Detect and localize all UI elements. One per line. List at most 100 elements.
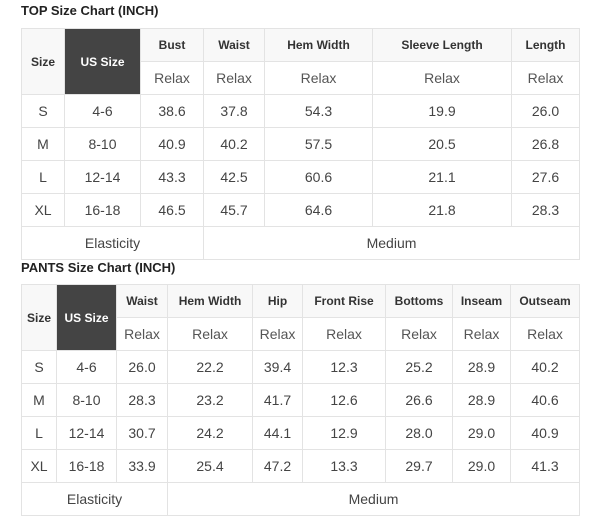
column-header: Sleeve Length [372, 28, 512, 62]
measurement-cell: 23.2 [167, 383, 253, 417]
us-size-cell: 4-6 [56, 350, 117, 384]
column-header: Hip [252, 284, 303, 318]
measurement-cell: 29.0 [452, 449, 511, 483]
column-header: Hem Width [264, 28, 373, 62]
measurement-cell: 28.3 [511, 193, 580, 227]
measurement-cell: 25.4 [167, 449, 253, 483]
relax-label: Relax [252, 317, 303, 351]
relax-label: Relax [510, 317, 580, 351]
relax-label: Relax [452, 317, 511, 351]
size-cell: L [21, 416, 57, 450]
table-row: L 12-14 43.3 42.5 60.6 21.1 27.6 [21, 160, 580, 194]
measurement-cell: 22.2 [167, 350, 253, 384]
elasticity-value: Medium [203, 226, 580, 260]
elasticity-label: Elasticity [21, 482, 168, 516]
measurement-cell: 54.3 [264, 94, 373, 128]
size-cell: L [21, 160, 65, 194]
subheader-row: Relax Relax Relax Relax Relax [22, 61, 580, 95]
size-cell: S [21, 94, 65, 128]
measurement-cell: 28.9 [452, 383, 511, 417]
measurement-cell: 39.4 [252, 350, 303, 384]
size-cell: XL [21, 193, 65, 227]
table-row: XL 16-18 46.5 45.7 64.6 21.8 28.3 [21, 193, 580, 227]
column-header: Waist [203, 28, 265, 62]
measurement-cell: 46.5 [140, 193, 204, 227]
measurement-cell: 45.7 [203, 193, 265, 227]
measurement-cell: 44.1 [252, 416, 303, 450]
relax-label: Relax [116, 317, 168, 351]
table-row: M 8-10 40.9 40.2 57.5 20.5 26.8 [21, 127, 580, 161]
measurement-cell: 19.9 [372, 94, 512, 128]
top-size-table: Size US Size Bust Waist Hem Width Sleeve Leng… [21, 28, 580, 260]
measurement-cell: 40.9 [140, 127, 204, 161]
measurement-cell: 33.9 [116, 449, 168, 483]
size-header: Size [21, 28, 65, 95]
measurement-cell: 57.5 [264, 127, 373, 161]
elasticity-row: Elasticity Medium [21, 482, 580, 516]
column-header: Hem Width [167, 284, 253, 318]
elasticity-label: Elasticity [21, 226, 204, 260]
table-row: M 8-10 28.3 23.2 41.7 12.6 26.6 28.9 40.6 [21, 383, 580, 417]
measurement-cell: 43.3 [140, 160, 204, 194]
us-size-header: US Size [64, 28, 141, 95]
relax-label: Relax [167, 317, 253, 351]
table-row: S 4-6 38.6 37.8 54.3 19.9 26.0 [21, 94, 580, 128]
us-size-cell: 8-10 [64, 127, 141, 161]
us-size-cell: 16-18 [64, 193, 141, 227]
measurement-cell: 28.0 [385, 416, 453, 450]
measurement-cell: 29.7 [385, 449, 453, 483]
measurement-cell: 38.6 [140, 94, 204, 128]
measurement-cell: 12.6 [302, 383, 386, 417]
column-header: Bust [140, 28, 204, 62]
measurement-cell: 21.8 [372, 193, 512, 227]
top-chart-title: TOP Size Chart (INCH) [21, 3, 159, 18]
elasticity-row: Elasticity Medium [21, 226, 580, 260]
table-row: L 12-14 30.7 24.2 44.1 12.9 28.0 29.0 40.9 [21, 416, 580, 450]
column-header: Bottoms [385, 284, 453, 318]
relax-label: Relax [264, 61, 373, 95]
header-row: Size US Size Bust Waist Hem Width Sleeve Leng… [21, 28, 580, 95]
measurement-cell: 47.2 [252, 449, 303, 483]
measurement-cell: 28.3 [116, 383, 168, 417]
measurement-cell: 27.6 [511, 160, 580, 194]
measurement-cell: 12.9 [302, 416, 386, 450]
us-size-cell: 4-6 [64, 94, 141, 128]
measurement-cell: 29.0 [452, 416, 511, 450]
relax-label: Relax [203, 61, 265, 95]
pants-chart-title: PANTS Size Chart (INCH) [21, 260, 176, 275]
size-header: Size [21, 284, 57, 351]
elasticity-value: Medium [167, 482, 580, 516]
relax-label: Relax [511, 61, 580, 95]
measurement-cell: 25.2 [385, 350, 453, 384]
us-size-cell: 8-10 [56, 383, 117, 417]
us-size-cell: 12-14 [64, 160, 141, 194]
relax-label: Relax [140, 61, 204, 95]
size-cell: S [21, 350, 57, 384]
size-cell: XL [21, 449, 57, 483]
measurement-cell: 40.6 [510, 383, 580, 417]
column-header: Length [511, 28, 580, 62]
measurement-cell: 21.1 [372, 160, 512, 194]
measurement-cell: 37.8 [203, 94, 265, 128]
us-size-cell: 16-18 [56, 449, 117, 483]
us-size-header: US Size [56, 284, 117, 351]
table-row: XL 16-18 33.9 25.4 47.2 13.3 29.7 29.0 41.3 [21, 449, 580, 483]
relax-label: Relax [302, 317, 386, 351]
table-row: S 4-6 26.0 22.2 39.4 12.3 25.2 28.9 40.2 [21, 350, 580, 384]
measurement-cell: 40.2 [510, 350, 580, 384]
measurement-cell: 64.6 [264, 193, 373, 227]
measurement-cell: 40.9 [510, 416, 580, 450]
measurement-cell: 41.3 [510, 449, 580, 483]
us-size-cell: 12-14 [56, 416, 117, 450]
measurement-cell: 30.7 [116, 416, 168, 450]
measurement-cell: 12.3 [302, 350, 386, 384]
size-cell: M [21, 127, 65, 161]
column-header: Outseam [510, 284, 580, 318]
subheader-row: Relax Relax Relax Relax Relax Relax Relax [22, 317, 580, 351]
measurement-cell: 28.9 [452, 350, 511, 384]
column-header: Front Rise [302, 284, 386, 318]
measurement-cell: 60.6 [264, 160, 373, 194]
measurement-cell: 26.0 [116, 350, 168, 384]
measurement-cell: 24.2 [167, 416, 253, 450]
measurement-cell: 26.8 [511, 127, 580, 161]
